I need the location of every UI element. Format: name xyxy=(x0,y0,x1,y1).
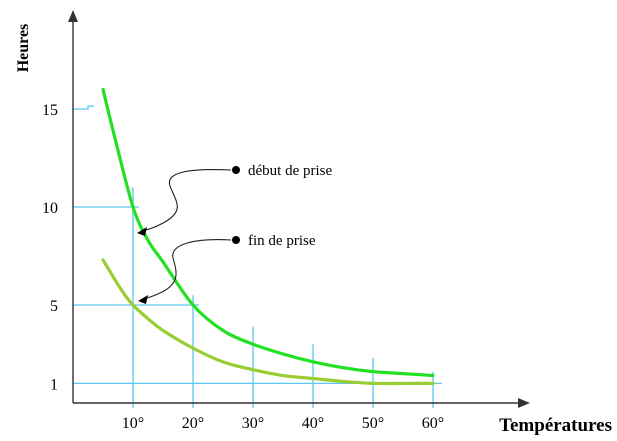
y-tick-label: 5 xyxy=(50,298,58,315)
annotation-dot-0 xyxy=(232,166,240,174)
y-tick-label: 15 xyxy=(42,102,58,119)
ref-line-y15 xyxy=(73,106,94,109)
x-axis-label: Températures xyxy=(499,415,612,436)
x-tick-label: 60° xyxy=(422,415,444,432)
y-tick-label: 1 xyxy=(50,376,58,393)
x-tick-label: 10° xyxy=(122,415,144,432)
x-tick-label: 20° xyxy=(182,415,204,432)
x-tick-label: 40° xyxy=(302,415,324,432)
annotations-layer: début de prise fin de prise xyxy=(137,163,332,304)
annotation-arrowhead-1 xyxy=(138,295,148,304)
annotation-arrow-0 xyxy=(141,170,231,231)
x-tick-label: 30° xyxy=(242,415,264,432)
y-axis-arrow xyxy=(68,10,78,22)
annotation-label-1: fin de prise xyxy=(248,233,316,249)
annotation-dot-1 xyxy=(232,236,240,244)
x-tick-label: 50° xyxy=(362,415,384,432)
annotation-arrow-1 xyxy=(142,240,231,299)
y-tick-label: 10 xyxy=(42,200,58,217)
axes xyxy=(68,10,530,408)
x-axis-arrow xyxy=(518,398,530,408)
series-line-1 xyxy=(103,260,433,384)
annotation-label-0: début de prise xyxy=(248,163,332,179)
reference-grid xyxy=(73,106,442,408)
y-axis-label: Heures xyxy=(15,24,32,73)
